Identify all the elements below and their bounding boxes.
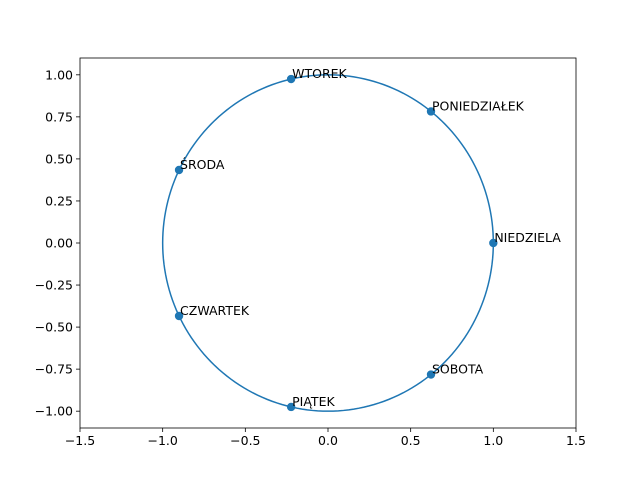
y-tick-label: −1.00 xyxy=(35,404,73,419)
y-tick-label: 0.75 xyxy=(45,109,73,124)
data-point xyxy=(286,402,296,412)
y-tick-label: 0.50 xyxy=(45,151,73,166)
point-label: SOBOTA xyxy=(432,362,484,377)
point-label: ŚRODA xyxy=(180,157,225,172)
data-point xyxy=(286,74,296,84)
point-label: PIĄTEK xyxy=(292,394,335,409)
data-point xyxy=(174,165,184,175)
plot-area: NIEDZIELA PONIEDZIAŁEK WTOREK ŚRODA CZWARTEK… xyxy=(161,66,561,412)
point-label: CZWARTEK xyxy=(180,303,250,318)
x-tick-label: −1.0 xyxy=(147,433,177,448)
y-tick-label: −0.75 xyxy=(35,362,73,377)
x-tick-label: 1.5 xyxy=(566,433,586,448)
x-tick-label: −1.5 xyxy=(65,433,95,448)
data-point xyxy=(426,107,436,116)
x-tick-label: −0.5 xyxy=(230,433,260,448)
x-tick-label: 1.0 xyxy=(483,433,503,448)
point-label: PONIEDZIAŁEK xyxy=(432,98,525,113)
circle-curve xyxy=(161,74,495,412)
y-tick-label: −0.50 xyxy=(35,320,73,335)
y-tick-label: 0.00 xyxy=(45,236,73,251)
point-label: WTOREK xyxy=(292,66,347,81)
y-tick-label: 0.25 xyxy=(45,193,73,208)
y-tick-label: −0.25 xyxy=(35,278,73,293)
x-tick-label: 0.0 xyxy=(318,433,338,448)
y-tick-label: 1.00 xyxy=(45,67,73,82)
data-point xyxy=(174,311,184,321)
x-tick-label: 0.5 xyxy=(401,433,421,448)
axes: −1.5 −1.0 −0.5 0.0 0.5 1.0 1.5 −1.00 −0.75 −0.50 −… xyxy=(35,57,586,448)
data-point xyxy=(489,238,498,248)
point-label: NIEDZIELA xyxy=(494,230,561,245)
data-point xyxy=(426,370,436,379)
